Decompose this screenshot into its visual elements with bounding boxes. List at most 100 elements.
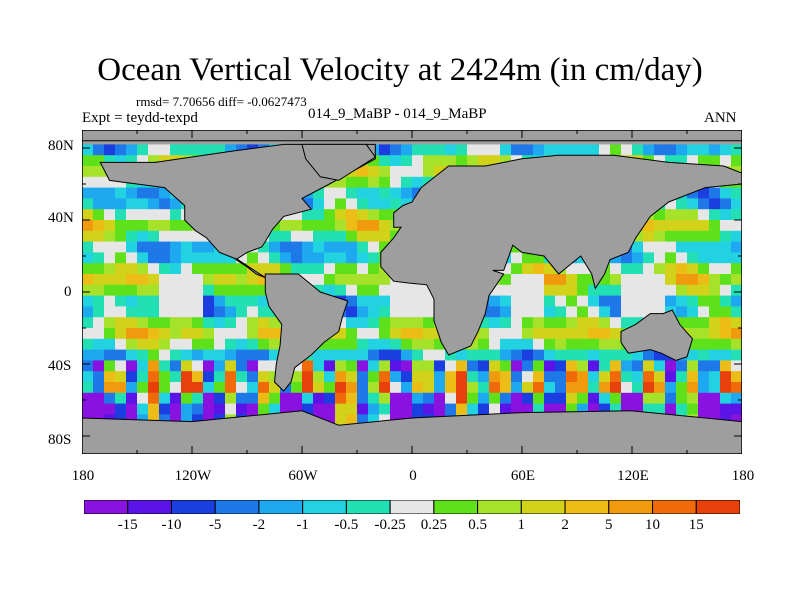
ocean-cell (181, 252, 193, 264)
ocean-cell (522, 252, 534, 264)
ocean-cell (720, 187, 732, 199)
ocean-cell (148, 338, 160, 351)
ocean-cell (203, 274, 215, 286)
ocean-cell (148, 392, 160, 405)
ocean-cell (368, 306, 380, 318)
colorbar-swatch (477, 500, 522, 514)
ocean-cell (412, 306, 424, 318)
ocean-cell (456, 403, 468, 415)
ocean-cell (170, 198, 182, 210)
ocean-cell (137, 144, 149, 156)
ocean-cell (632, 241, 644, 253)
ocean-cell (687, 220, 699, 232)
ocean-cell (500, 317, 512, 329)
ocean-cell (588, 284, 600, 297)
ocean-cell (511, 328, 523, 340)
ocean-cell (148, 274, 160, 286)
ocean-cell (225, 263, 237, 275)
ocean-cell (82, 166, 94, 178)
ocean-cell (687, 382, 699, 394)
ocean-cell (687, 241, 699, 253)
ocean-cell (203, 263, 215, 275)
ocean-cell (192, 403, 204, 415)
ocean-cell (401, 382, 413, 394)
ocean-cell (489, 403, 501, 415)
ocean-cell (621, 252, 633, 264)
ocean-cell (588, 317, 600, 329)
ocean-cell (676, 284, 688, 297)
ocean-cell (390, 284, 402, 297)
ocean-cell (577, 371, 589, 383)
ocean-cell (731, 187, 742, 199)
ocean-cell (588, 338, 600, 351)
ocean-cell (423, 317, 435, 329)
ocean-cell (478, 338, 490, 351)
ocean-cell (192, 328, 204, 340)
ocean-cell (258, 338, 270, 351)
ocean-cell (522, 274, 534, 286)
ocean-cell (214, 252, 226, 264)
ocean-cell (335, 187, 347, 199)
ocean-cell (544, 360, 556, 372)
ocean-cell (126, 349, 138, 361)
ocean-cell (137, 317, 149, 329)
ocean-cell (720, 317, 732, 329)
ocean-cell (291, 241, 303, 253)
ocean-cell (434, 403, 446, 415)
ocean-cell (665, 241, 677, 253)
ocean-cell (489, 155, 501, 167)
ocean-cell (159, 328, 171, 340)
ocean-cell (390, 317, 402, 329)
ocean-cell (599, 328, 611, 340)
ocean-cell (236, 317, 248, 329)
ocean-cell (379, 371, 391, 383)
ocean-cell (555, 295, 567, 307)
ocean-cell (654, 241, 666, 253)
ocean-cell (654, 252, 666, 264)
ocean-cell (566, 295, 578, 307)
ocean-cell (390, 198, 402, 210)
ocean-cell (104, 144, 116, 156)
ocean-cell (401, 187, 413, 199)
lon-label-120w: 120W (174, 468, 212, 484)
ocean-cell (170, 349, 182, 361)
colorbar-label: 0.5 (468, 517, 487, 533)
ocean-cell (566, 392, 578, 405)
ocean-cell (533, 252, 545, 264)
ocean-cell (390, 338, 402, 351)
ocean-cell (665, 209, 677, 221)
ocean-cell (236, 382, 248, 394)
ocean-cell (698, 317, 710, 329)
ocean-cell (687, 295, 699, 307)
ocean-cell (302, 241, 314, 253)
ocean-cell (346, 328, 358, 340)
ocean-cell (566, 360, 578, 372)
ocean-cell (269, 252, 281, 264)
ocean-cell (159, 392, 171, 405)
ocean-cell (698, 284, 710, 297)
ocean-cell (731, 295, 742, 307)
ocean-cell (445, 349, 457, 361)
land-eurasia-africa (380, 154, 742, 356)
ocean-cell (577, 328, 589, 340)
ocean-cell (456, 360, 468, 372)
ocean-cell (346, 284, 358, 297)
ocean-cell (170, 382, 182, 394)
ocean-cell (258, 328, 270, 340)
ocean-cell (632, 371, 644, 383)
ocean-cell (379, 349, 391, 361)
ocean-cell (104, 328, 116, 340)
ocean-cell (687, 338, 699, 351)
ocean-cell (137, 295, 149, 307)
ocean-cell (313, 220, 325, 232)
ocean-cell (126, 198, 138, 210)
map-panel (82, 130, 742, 454)
ocean-cell (511, 371, 523, 383)
ocean-cell (137, 403, 149, 415)
ocean-cell (731, 230, 742, 243)
ocean-cell (423, 155, 435, 167)
ocean-cell (115, 230, 127, 243)
ocean-cell (115, 371, 127, 383)
ocean-cell (643, 295, 655, 307)
ocean-cell (302, 198, 314, 210)
